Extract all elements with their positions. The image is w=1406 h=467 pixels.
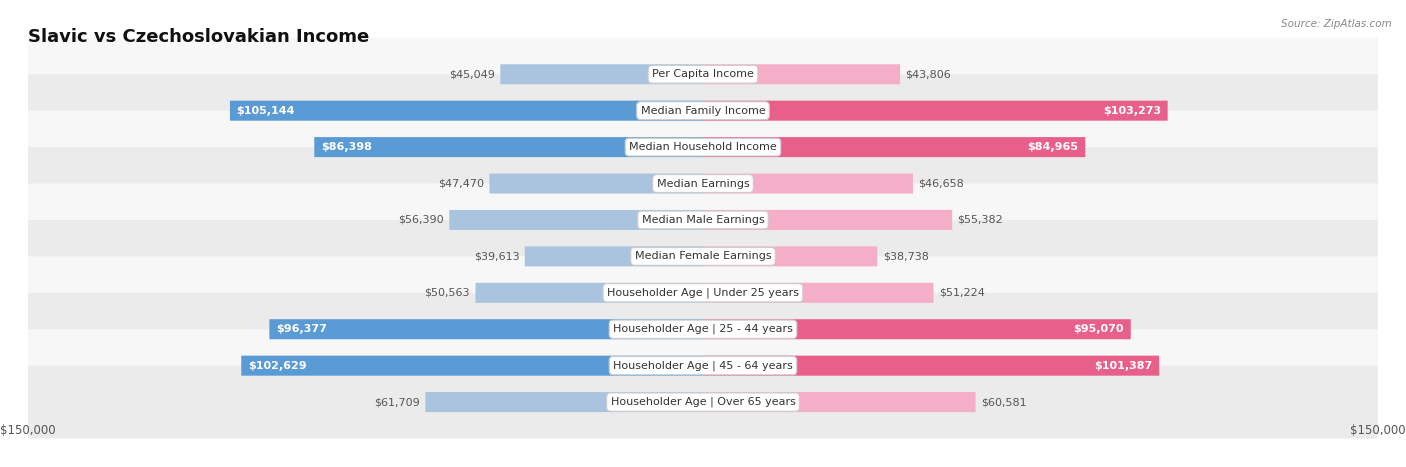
Text: $45,049: $45,049	[449, 69, 495, 79]
Text: $51,224: $51,224	[939, 288, 984, 298]
FancyBboxPatch shape	[703, 392, 976, 412]
FancyBboxPatch shape	[28, 329, 1378, 402]
FancyBboxPatch shape	[28, 74, 1378, 147]
Text: $96,377: $96,377	[276, 324, 328, 334]
Text: Median Family Income: Median Family Income	[641, 106, 765, 116]
FancyBboxPatch shape	[475, 283, 703, 303]
Text: Median Female Earnings: Median Female Earnings	[634, 251, 772, 262]
FancyBboxPatch shape	[242, 356, 703, 375]
Text: $61,709: $61,709	[374, 397, 420, 407]
Text: Householder Age | Over 65 years: Householder Age | Over 65 years	[610, 397, 796, 407]
FancyBboxPatch shape	[703, 174, 912, 193]
FancyBboxPatch shape	[703, 319, 1130, 339]
Text: $95,070: $95,070	[1074, 324, 1123, 334]
Text: $47,470: $47,470	[439, 178, 484, 189]
FancyBboxPatch shape	[524, 247, 703, 266]
Text: Median Male Earnings: Median Male Earnings	[641, 215, 765, 225]
Text: $102,629: $102,629	[247, 361, 307, 371]
FancyBboxPatch shape	[28, 220, 1378, 293]
Text: Householder Age | 25 - 44 years: Householder Age | 25 - 44 years	[613, 324, 793, 334]
Text: $86,398: $86,398	[321, 142, 373, 152]
FancyBboxPatch shape	[28, 184, 1378, 256]
Text: Median Earnings: Median Earnings	[657, 178, 749, 189]
FancyBboxPatch shape	[28, 38, 1378, 111]
Text: $105,144: $105,144	[236, 106, 295, 116]
FancyBboxPatch shape	[28, 256, 1378, 329]
FancyBboxPatch shape	[489, 174, 703, 193]
Text: Slavic vs Czechoslovakian Income: Slavic vs Czechoslovakian Income	[28, 28, 370, 46]
FancyBboxPatch shape	[231, 101, 703, 120]
FancyBboxPatch shape	[28, 293, 1378, 366]
FancyBboxPatch shape	[426, 392, 703, 412]
FancyBboxPatch shape	[270, 319, 703, 339]
FancyBboxPatch shape	[501, 64, 703, 84]
FancyBboxPatch shape	[703, 101, 1167, 120]
FancyBboxPatch shape	[703, 356, 1159, 375]
Text: Householder Age | 45 - 64 years: Householder Age | 45 - 64 years	[613, 361, 793, 371]
FancyBboxPatch shape	[703, 283, 934, 303]
FancyBboxPatch shape	[28, 111, 1378, 184]
FancyBboxPatch shape	[450, 210, 703, 230]
Text: $60,581: $60,581	[981, 397, 1026, 407]
Text: $56,390: $56,390	[398, 215, 444, 225]
FancyBboxPatch shape	[703, 247, 877, 266]
Text: $103,273: $103,273	[1102, 106, 1161, 116]
FancyBboxPatch shape	[703, 210, 952, 230]
Text: $43,806: $43,806	[905, 69, 952, 79]
Text: Householder Age | Under 25 years: Householder Age | Under 25 years	[607, 288, 799, 298]
FancyBboxPatch shape	[28, 147, 1378, 220]
Text: $101,387: $101,387	[1094, 361, 1153, 371]
Text: $38,738: $38,738	[883, 251, 928, 262]
Text: $46,658: $46,658	[918, 178, 965, 189]
Text: Per Capita Income: Per Capita Income	[652, 69, 754, 79]
Text: Median Household Income: Median Household Income	[628, 142, 778, 152]
FancyBboxPatch shape	[703, 137, 1085, 157]
Text: Source: ZipAtlas.com: Source: ZipAtlas.com	[1281, 19, 1392, 28]
Text: $55,382: $55,382	[957, 215, 1004, 225]
Text: $50,563: $50,563	[425, 288, 470, 298]
FancyBboxPatch shape	[315, 137, 703, 157]
FancyBboxPatch shape	[703, 64, 900, 84]
FancyBboxPatch shape	[28, 366, 1378, 439]
Text: $84,965: $84,965	[1028, 142, 1078, 152]
Text: $39,613: $39,613	[474, 251, 519, 262]
